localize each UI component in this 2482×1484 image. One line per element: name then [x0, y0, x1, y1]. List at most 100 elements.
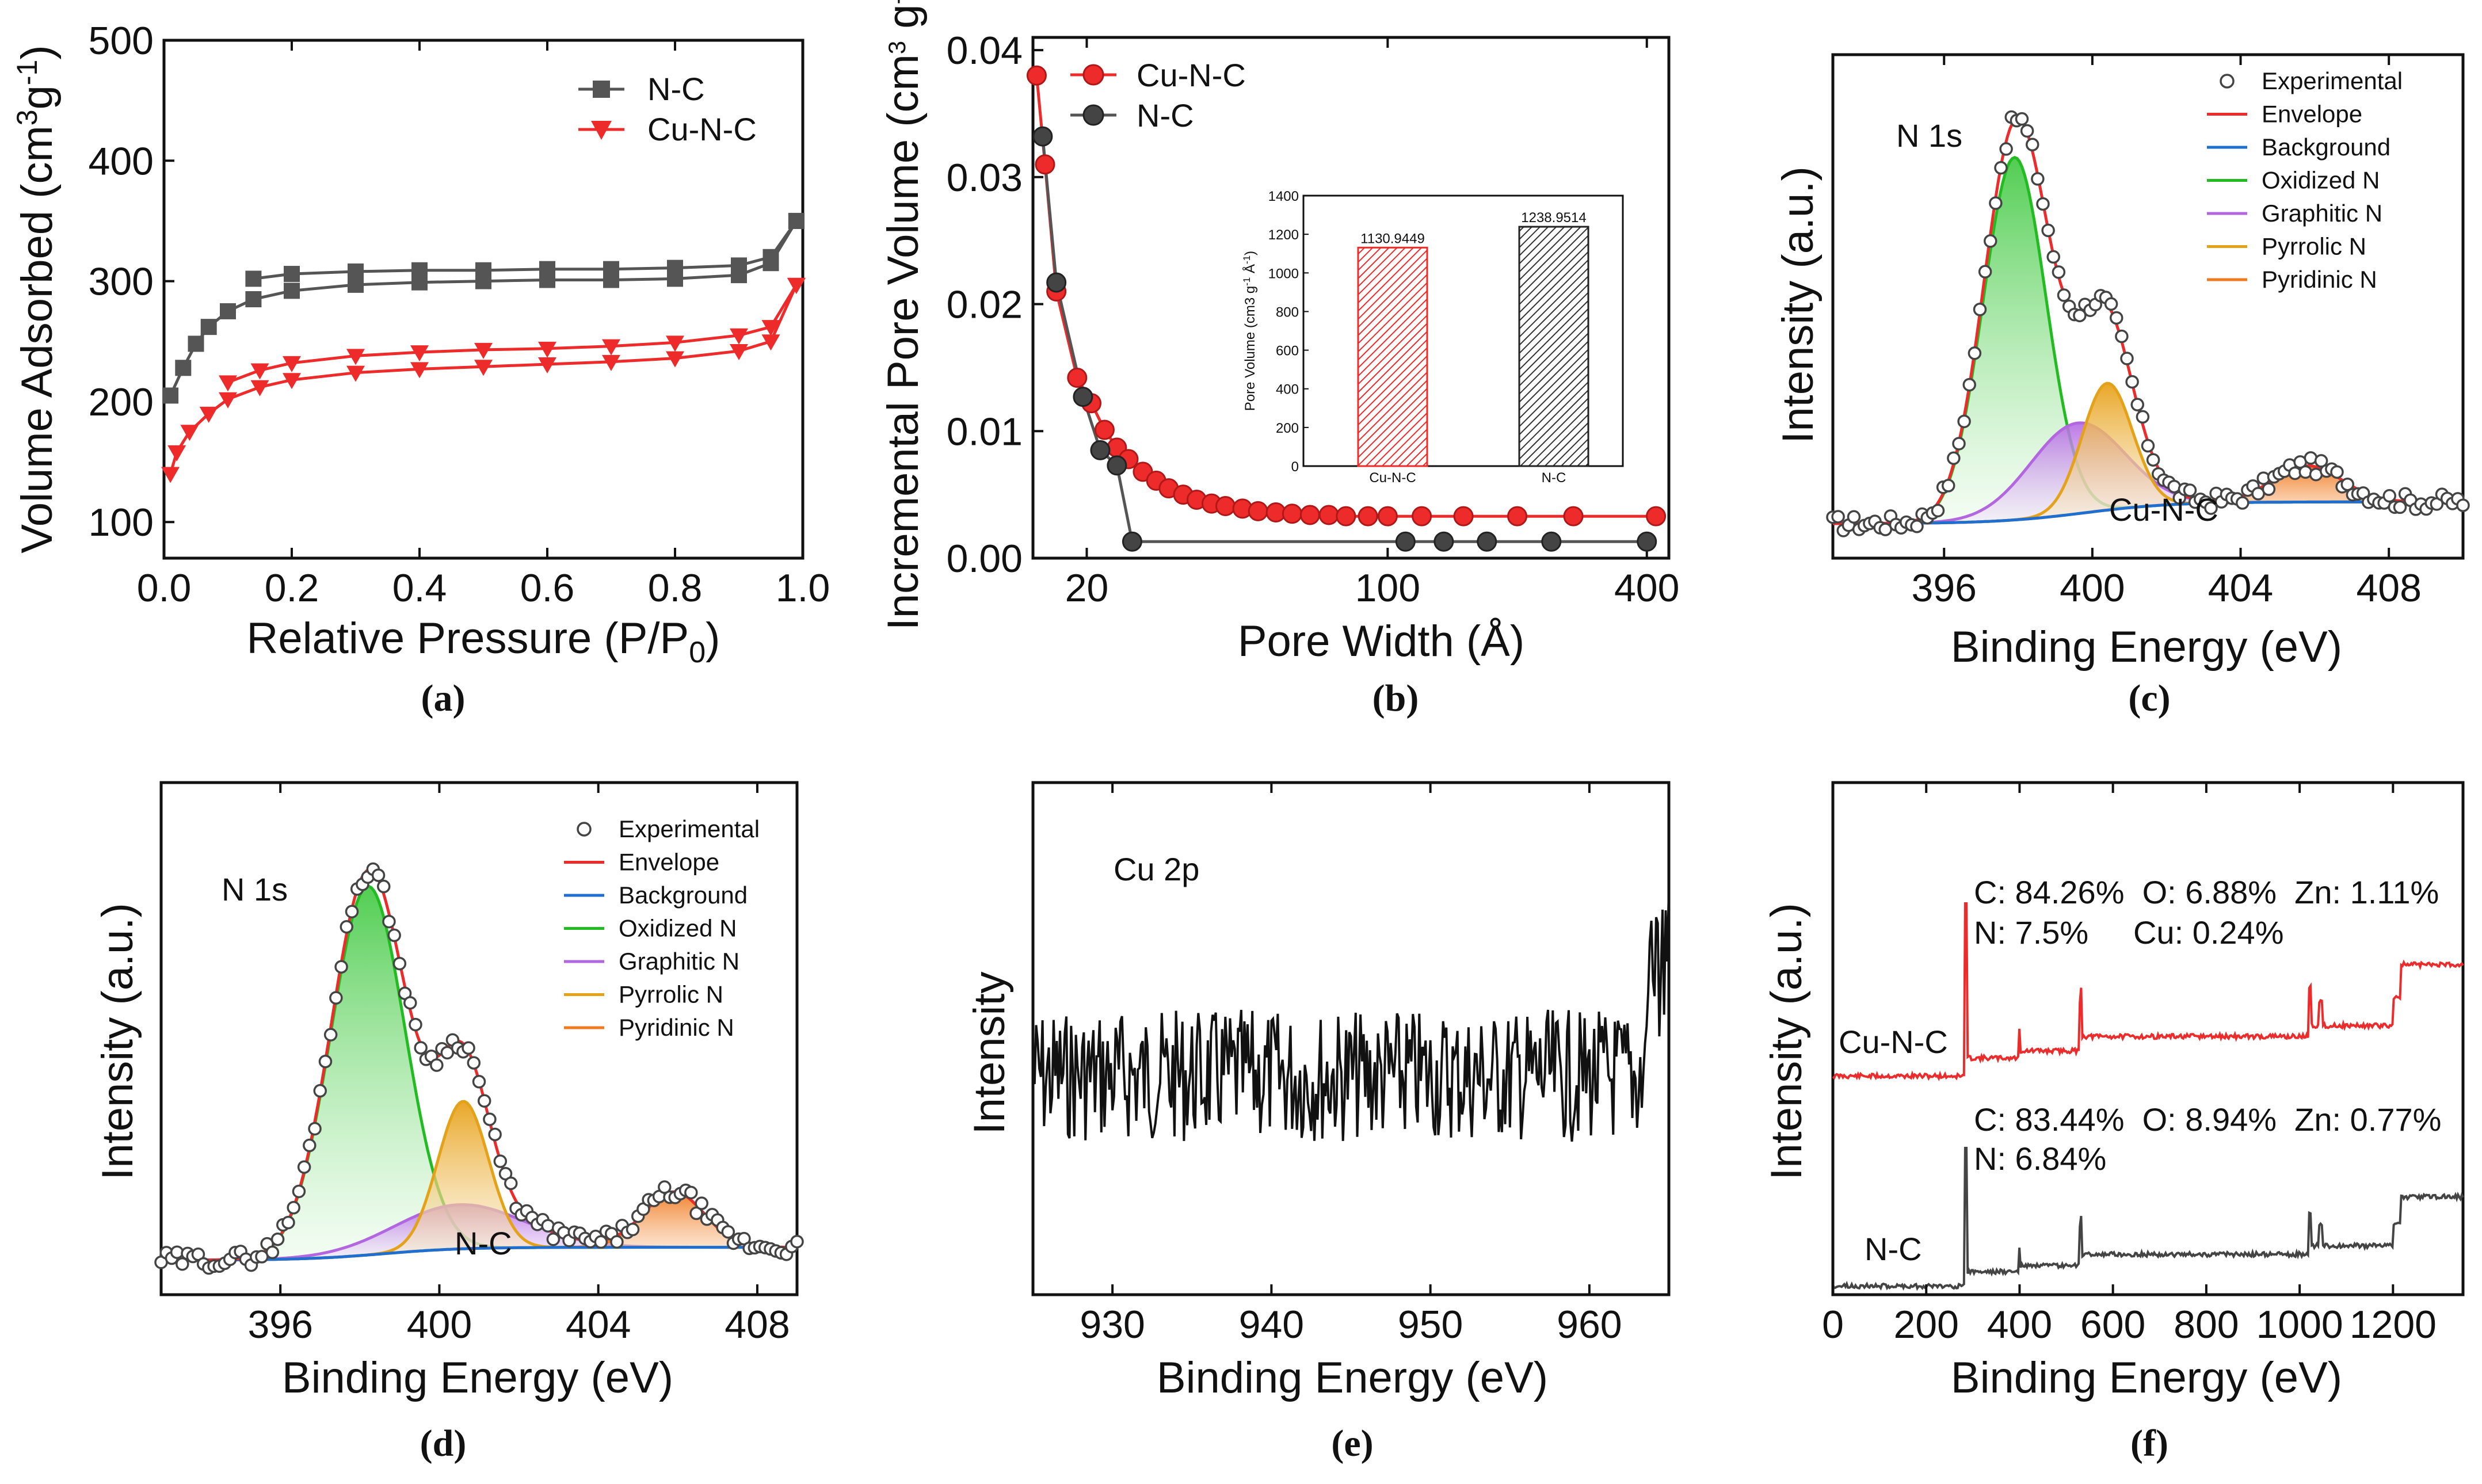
legend-marker-n-c-b — [1082, 104, 1104, 126]
data-point-cu-n-c — [346, 365, 365, 382]
experimental-point — [2057, 288, 2071, 302]
data-point-n-c — [1032, 126, 1053, 147]
experimental-point — [2104, 297, 2118, 311]
experimental-point — [409, 1017, 422, 1032]
y-tick-label: 200 — [89, 380, 154, 424]
experimental-point — [1910, 520, 1924, 533]
data-point-cu-n-c — [1412, 506, 1432, 527]
experimental-point — [1994, 161, 2008, 175]
data-point-cu-n-c — [1026, 65, 1047, 86]
isotherm-line-n-c-desorption — [253, 220, 798, 280]
experimental-point — [318, 1054, 333, 1069]
data-point-cu-n-c — [161, 467, 180, 483]
legend-label: Background — [619, 882, 748, 909]
data-point-cu-n-c — [666, 335, 684, 352]
experimental-point — [2020, 124, 2034, 138]
x-tick-label: 1200 — [2350, 1303, 2437, 1346]
peak-title-c: N 1s — [1896, 117, 1962, 154]
legend-label: Experimental — [2262, 67, 2403, 94]
series-label-n-c-f: N-C — [1865, 1231, 1922, 1267]
background-line — [1833, 500, 2463, 525]
inset-y-tick-label: 1000 — [1268, 266, 1299, 281]
x-tick-label: 960 — [1557, 1303, 1622, 1346]
data-point-cu-n-c — [199, 406, 218, 423]
data-point-cu-n-c — [1336, 506, 1356, 527]
legend-label-n-c: N-C — [647, 71, 705, 107]
axes-frame-c — [1831, 53, 2465, 560]
experimental-point — [462, 1041, 475, 1055]
data-point-cu-n-c — [1646, 506, 1667, 527]
peak-fill-pyridinic-n — [161, 1192, 797, 1260]
y-tick-label: 0.00 — [947, 537, 1023, 581]
x-tick-label: 400 — [1614, 566, 1679, 610]
data-point-n-c — [348, 263, 364, 280]
x-tick-label: 0.0 — [137, 566, 192, 610]
annotation-cu-n-c-line2: N: 7.5% Cu: 0.24% — [1974, 914, 2283, 951]
experimental-point — [2314, 454, 2328, 468]
data-point-n-c — [1090, 440, 1111, 460]
x-tick-label: 400 — [1987, 1303, 2052, 1346]
data-point-n-c — [475, 262, 491, 279]
panel-f: 0 200 400 600 800 1000 1200 C: 84.26% O: 6.88%… — [1762, 781, 2465, 1464]
legend-label: Graphitic N — [2262, 200, 2382, 227]
data-point-cu-n-c — [219, 392, 237, 409]
data-point-cu-n-c — [283, 373, 301, 390]
experimental-point — [2120, 352, 2134, 365]
data-point-n-c — [220, 303, 236, 319]
data-point-cu-n-c — [1299, 505, 1320, 525]
data-point-n-c — [162, 387, 179, 404]
data-point-n-c — [1107, 455, 1127, 476]
x-axis-label-b: Pore Width (Å) — [1238, 617, 1524, 666]
data-point-cu-n-c — [1248, 501, 1268, 521]
axes-frame-d — [159, 781, 799, 1296]
y-tick-label: 0.03 — [947, 156, 1023, 200]
data-point-cu-n-c — [1282, 503, 1302, 524]
data-point-cu-n-c — [1067, 368, 1088, 388]
y-axis-label-f: Intensity (a.u.) — [1762, 903, 1811, 1180]
peak-fill-oxidized-n — [161, 886, 797, 1260]
legend-label: Oxidized N — [2262, 167, 2380, 194]
data-point-n-c — [667, 260, 683, 276]
sample-label-c: Cu-N-C — [2109, 491, 2218, 528]
legend-label: Pyridinic N — [619, 1014, 734, 1041]
data-point-n-c — [188, 335, 204, 352]
experimental-point — [387, 928, 401, 943]
legend-label: Oxidized N — [619, 915, 737, 942]
panel-label-c: (c) — [2128, 677, 2170, 719]
experimental-point — [382, 914, 396, 929]
experimental-point — [2136, 410, 2150, 424]
sample-label-d: N-C — [455, 1225, 512, 1261]
inset-category-label: Cu-N-C — [1369, 470, 1416, 486]
legend-marker-experimental — [2220, 74, 2235, 89]
x-tick-label: 396 — [1912, 566, 1977, 610]
legend-label-n-c-b: N-C — [1137, 97, 1194, 133]
experimental-point — [323, 1028, 338, 1042]
data-point-cu-n-c — [250, 380, 269, 396]
experimental-point — [2183, 483, 2197, 497]
experimental-point — [2146, 453, 2160, 467]
x-tick-label: 400 — [407, 1303, 472, 1346]
legend-marker-cu-n-c-b — [1082, 64, 1104, 86]
panel-e: 930 940 950 960 Cu 2p Binding Energy (eV) I… — [965, 781, 1671, 1464]
panel-label-d: (d) — [420, 1422, 467, 1464]
experimental-point — [2110, 311, 2123, 325]
experimental-point — [377, 879, 391, 894]
x-tick-label: 404 — [2208, 566, 2273, 610]
inset-category-label: N-C — [1542, 470, 1566, 486]
experimental-point — [721, 1225, 735, 1239]
data-point-n-c — [1122, 531, 1142, 552]
x-tick-label: 800 — [2174, 1303, 2239, 1346]
data-point-cu-n-c — [538, 341, 556, 358]
x-tick-label: 408 — [2356, 566, 2421, 610]
legend-label: Pyridinic N — [2262, 266, 2377, 293]
experimental-point — [287, 1201, 300, 1215]
panel-label-f: (f) — [2130, 1422, 2168, 1464]
data-point-cu-n-c — [1563, 506, 1584, 527]
y-tick-label: 300 — [89, 260, 154, 304]
experimental-point — [594, 1235, 608, 1249]
data-point-n-c — [1637, 531, 1657, 552]
data-point-n-c — [603, 261, 619, 277]
y-axis-label-a: Volume Adsorbed (cm3g-1) — [11, 45, 62, 553]
data-point-n-c — [1433, 531, 1454, 552]
